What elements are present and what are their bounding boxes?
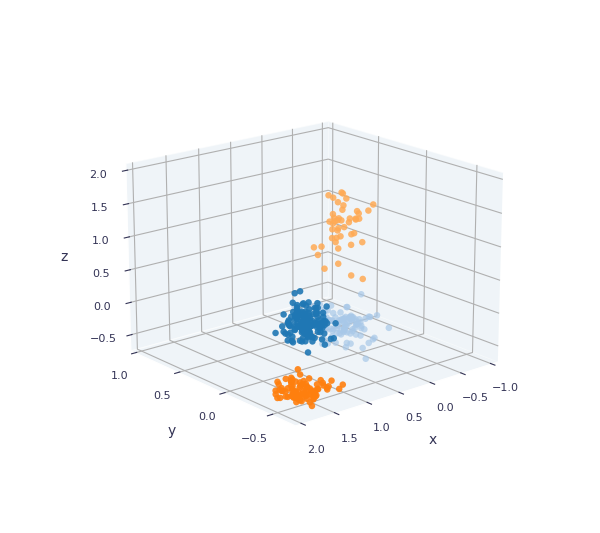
Y-axis label: y: y xyxy=(168,424,176,439)
X-axis label: x: x xyxy=(428,433,437,447)
